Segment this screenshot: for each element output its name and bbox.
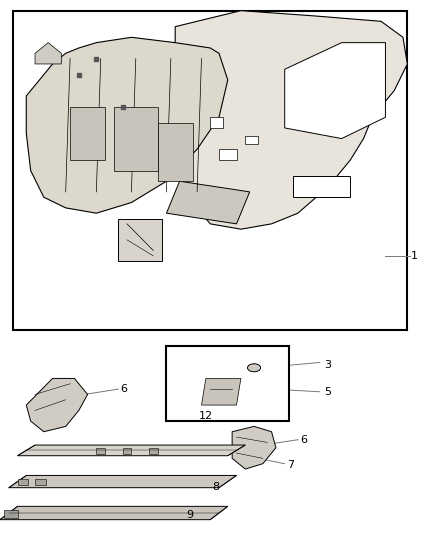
Polygon shape [35,43,61,64]
Bar [35,479,46,485]
Polygon shape [166,181,250,224]
Polygon shape [285,43,385,139]
Bar [13,11,407,330]
Text: 9: 9 [186,511,193,520]
Text: 12: 12 [199,411,213,421]
Bar [114,107,158,171]
Polygon shape [26,378,88,432]
Polygon shape [201,378,241,405]
Bar [123,448,131,454]
Text: 3: 3 [324,360,331,370]
Bar [210,117,223,128]
Bar [96,448,105,454]
Polygon shape [18,445,245,456]
Text: 1: 1 [410,251,417,261]
Bar [166,346,289,421]
Polygon shape [293,176,350,197]
Bar [149,448,158,454]
Polygon shape [26,37,228,213]
Bar [18,479,28,485]
Polygon shape [0,506,228,520]
Polygon shape [232,426,276,469]
Text: 5: 5 [324,387,331,397]
Bar [70,107,105,160]
Bar [245,136,258,144]
Polygon shape [118,219,162,261]
Text: 6: 6 [120,384,127,394]
Text: 8: 8 [212,482,219,492]
Text: 6: 6 [300,435,307,445]
Bar [4,510,18,518]
Bar [158,123,193,181]
Text: 7: 7 [287,460,294,470]
Polygon shape [175,11,407,229]
Ellipse shape [247,364,261,372]
Polygon shape [9,475,237,488]
Bar [219,149,237,160]
